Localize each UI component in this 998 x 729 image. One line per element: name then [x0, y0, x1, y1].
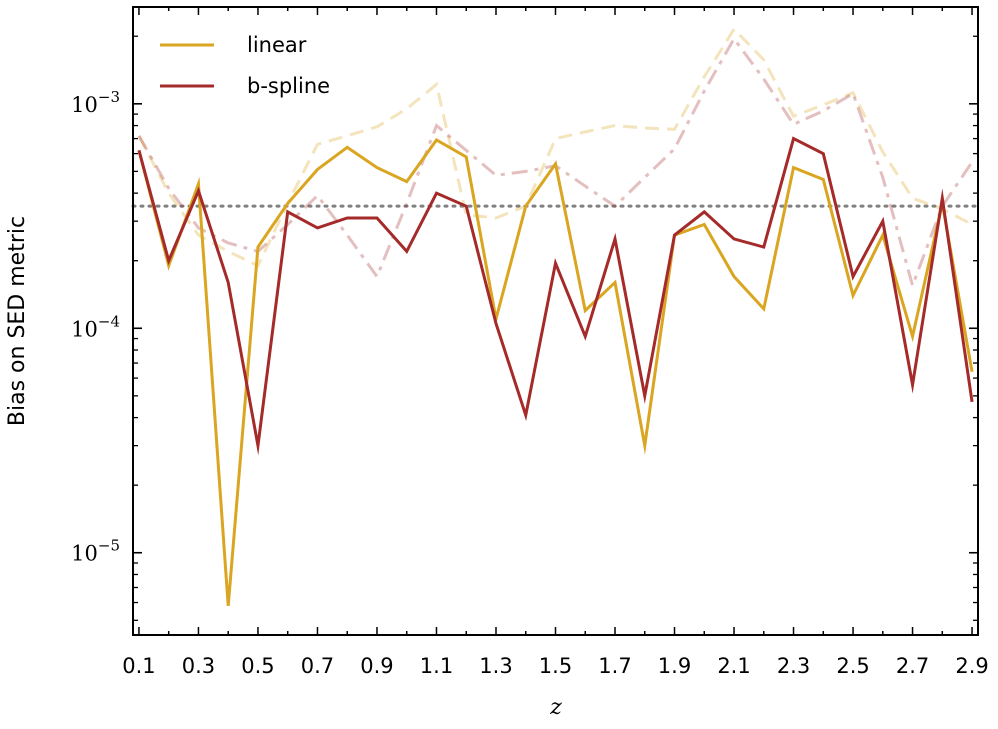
y-tick-label: 10−5	[71, 537, 120, 566]
y-tick-label: 10−4	[71, 312, 120, 341]
x-tick-label: 0.9	[360, 654, 393, 678]
x-tick-label: 1.3	[479, 654, 512, 678]
x-tick-label: 2.5	[836, 654, 869, 678]
plot-frame	[132, 6, 979, 636]
x-tick-label: 1.7	[598, 654, 631, 678]
x-tick-label: 2.7	[896, 654, 929, 678]
y-tick-label: 10−3	[71, 88, 120, 117]
x-axis-title: z	[549, 695, 562, 720]
x-tick-label: 0.7	[301, 654, 334, 678]
legend-label-b-spline: b-spline	[247, 74, 330, 98]
series-line-b-spline	[137, 136, 974, 456]
x-tick-label: 0.5	[241, 654, 274, 678]
series-layer	[137, 26, 974, 606]
x-tick-label: 1.9	[658, 654, 691, 678]
y-axis-title: Bias on SED metric	[5, 216, 30, 426]
x-tick-label: 2.3	[777, 654, 810, 678]
x-tick-label: 0.3	[182, 654, 215, 678]
x-tick-label: 1.5	[539, 654, 572, 678]
legend-label-linear: linear	[247, 33, 307, 57]
x-tick-label: 2.9	[955, 654, 988, 678]
legend: linear b-spline	[160, 33, 330, 98]
plot-background	[133, 7, 978, 635]
series-line-linear	[137, 138, 974, 606]
x-tick-label: 2.1	[717, 654, 750, 678]
x-tick-label: 0.1	[122, 654, 155, 678]
x-tick-label: 1.1	[420, 654, 453, 678]
series-line-reference-dashed	[137, 26, 973, 268]
